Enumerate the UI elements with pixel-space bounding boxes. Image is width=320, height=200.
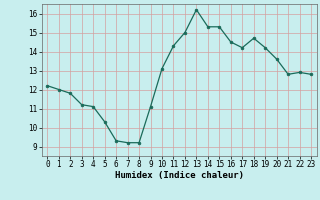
- X-axis label: Humidex (Indice chaleur): Humidex (Indice chaleur): [115, 171, 244, 180]
